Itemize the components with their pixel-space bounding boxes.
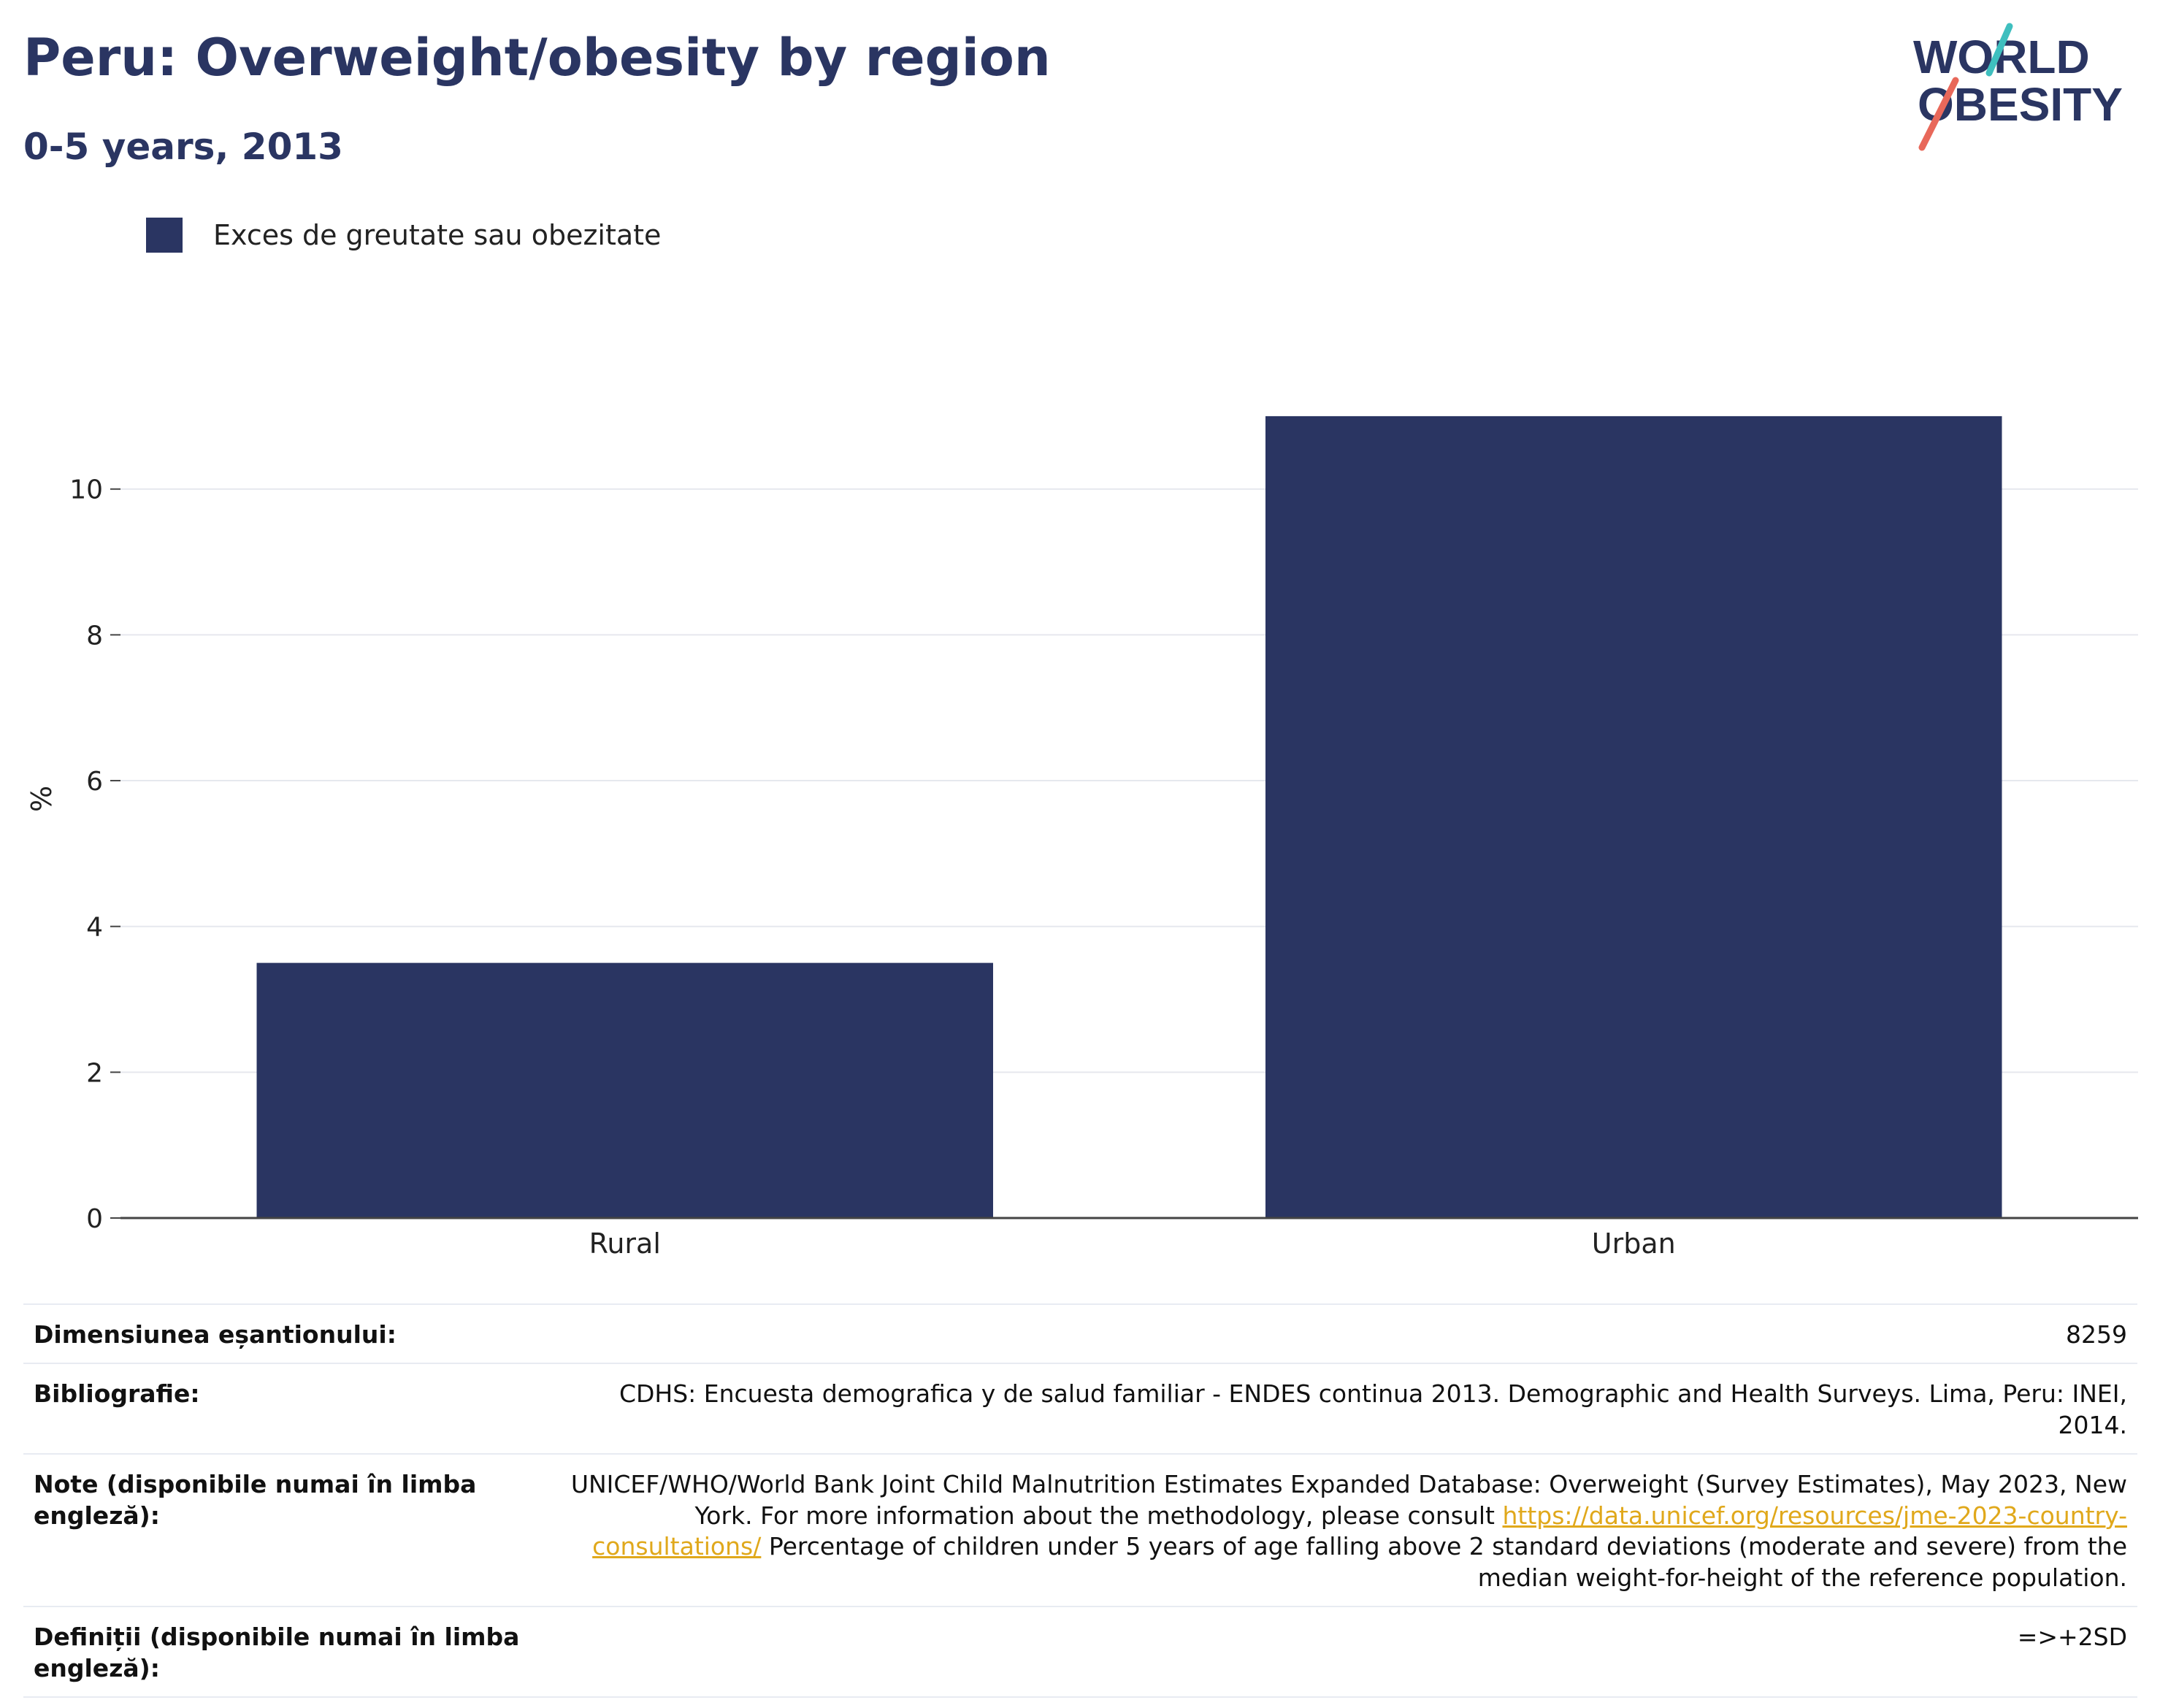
logo-word-obesity: OBESITY — [1918, 78, 2123, 131]
bar-chart: 0 2 4 6 8 10% Rural Urban — [26, 415, 2138, 1260]
x-tick-label: Rural — [589, 1228, 661, 1260]
logo-slash-teal — [1985, 23, 2013, 77]
logo-slash-coral — [1918, 77, 1959, 151]
page-title: Peru: Overweight/obesity by region — [23, 28, 1051, 88]
bibliography-label: Bibliografie: — [23, 1362, 555, 1454]
notes-value: UNICEF/WHO/World Bank Joint Child Malnut… — [555, 1452, 2137, 1607]
notes-text-part1: UNICEF/WHO/World Bank Joint Child Malnut… — [570, 1469, 2127, 1530]
notes-text-part2: Percentage of children under 5 years of … — [768, 1532, 2127, 1593]
legend-swatch — [146, 218, 183, 253]
y-tick-label: 0 — [86, 1204, 103, 1234]
x-tick-label: Urban — [1592, 1228, 1676, 1260]
definitions-value: =>+2SD — [555, 1606, 2137, 1699]
bar-urban — [1265, 415, 2002, 1218]
methodology-link[interactable]: https://data.unicef.org/resources/jme-20… — [592, 1501, 2127, 1561]
info-row-bibliography: Bibliografie: CDHS: Encuesta demografica… — [23, 1362, 2137, 1454]
chart-legend[interactable]: Exces de greutate sau obezitate — [146, 218, 661, 253]
y-tick-label: 2 — [86, 1058, 103, 1088]
legend-label: Exces de greutate sau obezitate — [213, 219, 662, 251]
y-tick-label: 10 — [69, 475, 103, 505]
info-row-sample: Dimensiunea eșantionului: 8259 — [23, 1303, 2137, 1363]
y-tick-label: 8 — [86, 621, 103, 651]
y-tick-label: 6 — [86, 767, 103, 797]
notes-label: Note (disponibile numai în limba engleză… — [23, 1452, 555, 1607]
sample-size-label: Dimensiunea eșantionului: — [23, 1303, 555, 1363]
info-row-notes: Note (disponibile numai în limba engleză… — [23, 1452, 2137, 1607]
y-axis-label: % — [26, 786, 58, 812]
page-subtitle: 0-5 years, 2013 — [23, 126, 343, 168]
bar-rural — [256, 962, 993, 1218]
info-table: Dimensiunea eșantionului: 8259 Bibliogra… — [23, 1303, 2137, 1699]
world-obesity-logo: WORLD OBESITY — [1913, 23, 2123, 151]
info-row-definitions: Definiții (disponibile numai în limba en… — [23, 1606, 2137, 1699]
bibliography-value: CDHS: Encuesta demografica y de salud fa… — [555, 1362, 2137, 1454]
y-tick-label: 4 — [86, 913, 103, 943]
sample-size-value: 8259 — [555, 1303, 2137, 1363]
definitions-label: Definiții (disponibile numai în limba en… — [23, 1606, 555, 1699]
